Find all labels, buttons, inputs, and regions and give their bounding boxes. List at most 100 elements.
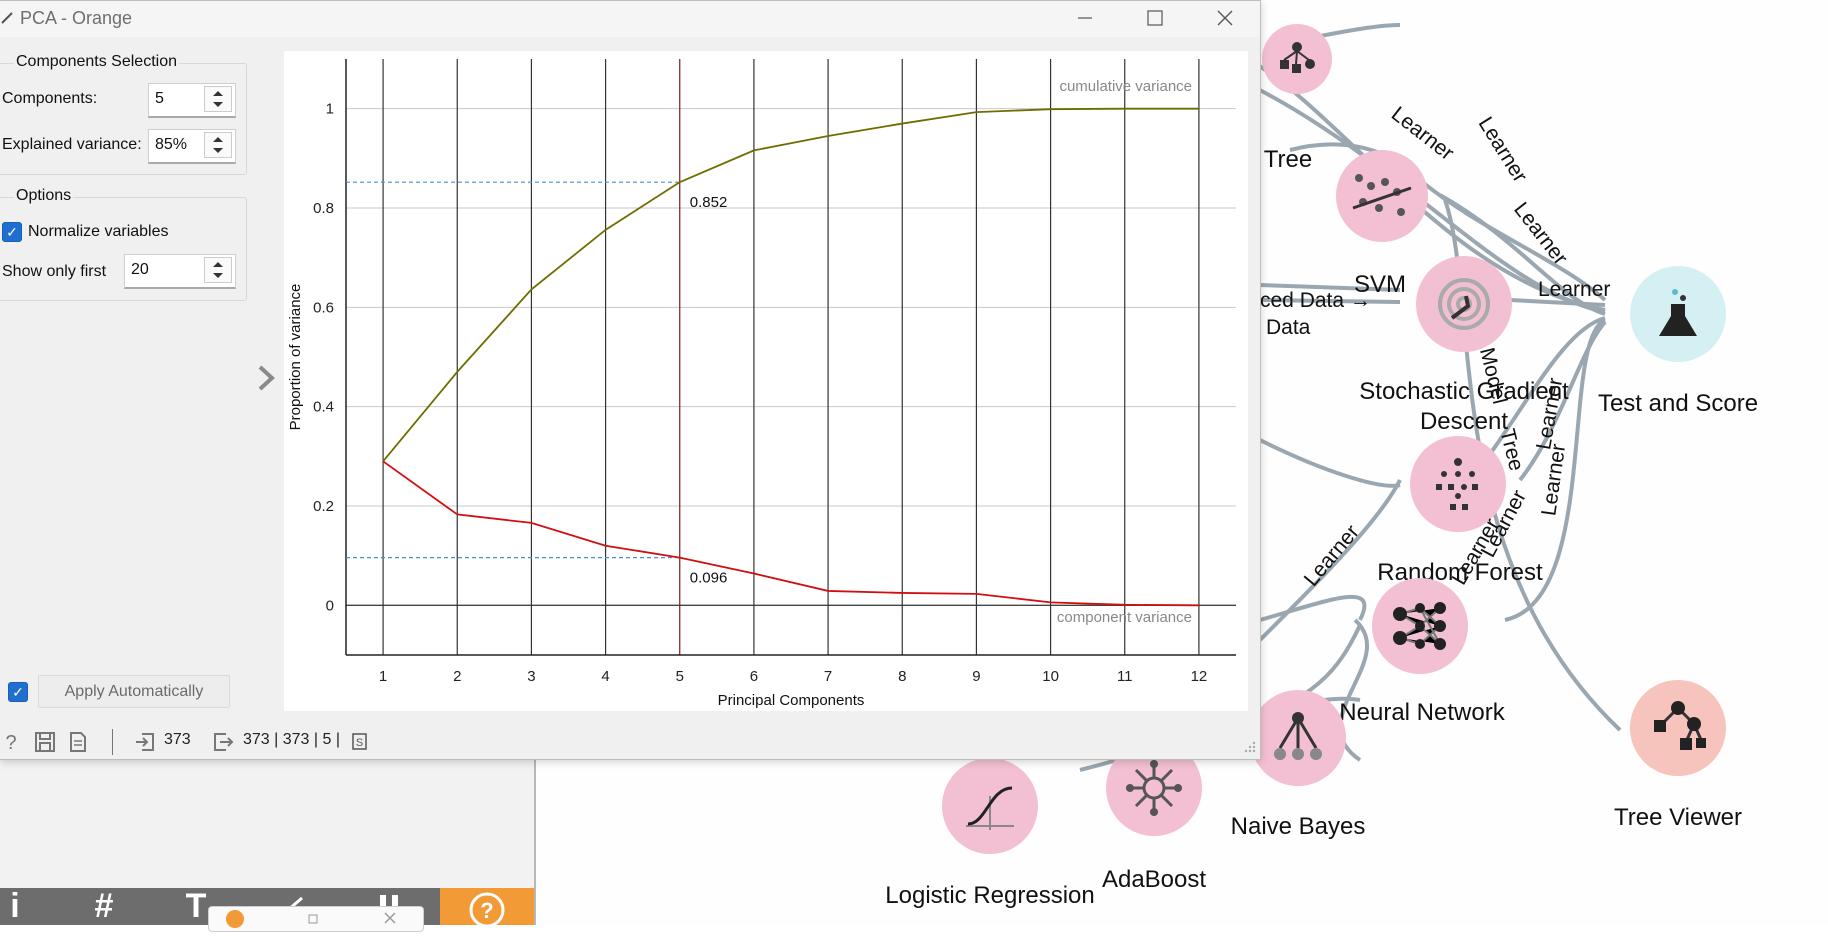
test-and-score-node[interactable] (1630, 266, 1726, 362)
normalize-label: Normalize variables (28, 223, 169, 240)
tree-viewer-icon (1630, 680, 1726, 776)
component-variance-label: component variance (1057, 609, 1192, 626)
show-first-spinbox[interactable]: 20 (124, 254, 236, 289)
minimized-window[interactable] (208, 906, 424, 932)
tree-node-label: Tree (1263, 146, 1313, 173)
grid-tool[interactable]: # (94, 887, 114, 925)
explained-variance-label: Explained variance: (2, 136, 142, 153)
x-axis-label: Principal Components (718, 692, 865, 709)
help-icon: ? (469, 892, 505, 928)
minimize-button[interactable] (1050, 1, 1120, 35)
spin-arrows-icon[interactable] (204, 257, 232, 283)
y-axis-label: Proportion of variance (287, 284, 304, 431)
variance-annotation: 0.852 (690, 194, 728, 211)
help-tool[interactable]: ? (440, 888, 534, 928)
link-label-learner: Learner (1538, 278, 1611, 301)
cumulative-variance-line (382, 107, 1199, 462)
explained-variance-spinbox[interactable]: 85% (148, 129, 236, 164)
collapse-panel-button[interactable] (254, 363, 278, 393)
tree-viewer-node[interactable] (1630, 680, 1726, 776)
svm-node-label: SVM (1353, 271, 1407, 298)
text-tool[interactable]: T (185, 887, 207, 925)
logistic-regression-node-label: Logistic Regression (885, 882, 1095, 909)
window-title: PCA - Orange (20, 8, 133, 28)
options-group (0, 197, 247, 301)
svg-text:?: ? (5, 732, 16, 753)
logistic-icon (942, 758, 1038, 854)
x-tick-label: 3 (527, 668, 535, 685)
x-tick-label: 2 (453, 668, 461, 685)
apply-automatically-checkbox[interactable]: ✓ (8, 682, 28, 702)
pca-window[interactable]: PCA - Orange Components Selection Compon… (0, 0, 1261, 760)
show-first-value: 20 (131, 261, 149, 278)
x-tick-label: 9 (972, 668, 980, 685)
close-icon (1217, 10, 1233, 26)
sgd-node-label: Stochastic Gradient Descent (1359, 378, 1569, 435)
report-icon[interactable] (68, 731, 88, 753)
y-tick-label: 0.2 (313, 498, 334, 515)
components-selection-title: Components Selection (14, 53, 179, 71)
app-icon (1, 12, 13, 24)
close-button[interactable] (1190, 1, 1260, 35)
orange-logo-icon (226, 910, 396, 928)
svg-text:?: ? (480, 898, 493, 923)
x-tick-label: 8 (898, 668, 906, 685)
x-tick-label: 5 (676, 668, 684, 685)
normalize-checkbox[interactable]: ✓ (2, 222, 22, 242)
link-label-data: Data (1266, 316, 1311, 339)
maximize-button[interactable] (1120, 1, 1190, 35)
y-tick-label: 0.8 (313, 200, 334, 217)
save-icon[interactable] (34, 731, 56, 753)
help-icon[interactable]: ? (2, 731, 20, 753)
component-variance-line (382, 460, 1199, 607)
neural-network-node-label: Neural Network (1339, 699, 1505, 726)
maximize-icon (1147, 10, 1163, 26)
neural-network-node[interactable] (1372, 578, 1468, 674)
apply-button[interactable]: Apply Automatically (38, 675, 230, 708)
output-detail-icon: S (352, 733, 367, 750)
tree-viewer-node-label: Tree Viewer (1613, 804, 1743, 831)
output-summary: 373 | 373 | 5 | (243, 731, 340, 748)
components-label: Components: (2, 90, 98, 107)
sgd-icon (1416, 256, 1512, 352)
adaboost-node-label: AdaBoost (1101, 866, 1207, 893)
cumulative-variance-label: cumulative variance (1059, 78, 1192, 95)
naive-bayes-node[interactable] (1250, 690, 1346, 786)
pause-tool[interactable] (370, 888, 410, 925)
sgd-node[interactable] (1416, 256, 1512, 352)
pause-icon (380, 895, 398, 915)
logistic-regression-node[interactable] (942, 758, 1038, 854)
random-forest-icon (1410, 436, 1506, 532)
tree-node[interactable] (1262, 24, 1332, 94)
neural-network-icon (1372, 578, 1468, 674)
test-and-score-node-label: Test and Score (1597, 390, 1759, 417)
x-tick-label: 1 (379, 668, 387, 685)
y-tick-label: 0 (326, 597, 334, 614)
y-tick-label: 0.6 (313, 299, 334, 316)
scree-plot-svg: 00.20.40.60.811 2 3 4 5 6 7 8 9 10 11 120.8520.096c… (287, 59, 1236, 709)
minimize-icon (1078, 17, 1092, 19)
info-tool[interactable]: i (10, 887, 20, 925)
control-sidebar: Components Selection Components: 5 Expla… (0, 39, 260, 719)
status-divider (112, 729, 113, 755)
x-tick-label: 6 (750, 668, 758, 685)
variance-annotation: 0.096 (690, 570, 728, 587)
components-value: 5 (155, 90, 164, 107)
show-first-label: Show only first (2, 263, 107, 280)
components-spinbox[interactable]: 5 (148, 83, 236, 118)
x-tick-label: 4 (601, 668, 609, 685)
naive-bayes-node-label: Naive Bayes (1230, 813, 1366, 840)
spin-arrows-icon[interactable] (204, 86, 232, 112)
options-title: Options (14, 187, 74, 205)
random-forest-node[interactable] (1410, 436, 1506, 532)
spin-arrows-icon[interactable] (204, 132, 232, 158)
linear-regression-node[interactable] (1336, 150, 1428, 242)
regression-icon (1336, 150, 1428, 242)
input-icon (136, 733, 154, 751)
svg-text:S: S (356, 737, 363, 749)
scree-plot[interactable]: 0 0.2 0.4 0.6 0.8 1 1 2 3 4 5 6 7 8 9 10 11 12 0.852 0.096 c… (284, 51, 1248, 711)
resize-grip-icon[interactable] (1242, 739, 1256, 753)
title-bar[interactable]: PCA - Orange (0, 1, 1260, 37)
y-tick-label: 0.4 (313, 399, 334, 416)
x-tick-label: 7 (824, 668, 832, 685)
